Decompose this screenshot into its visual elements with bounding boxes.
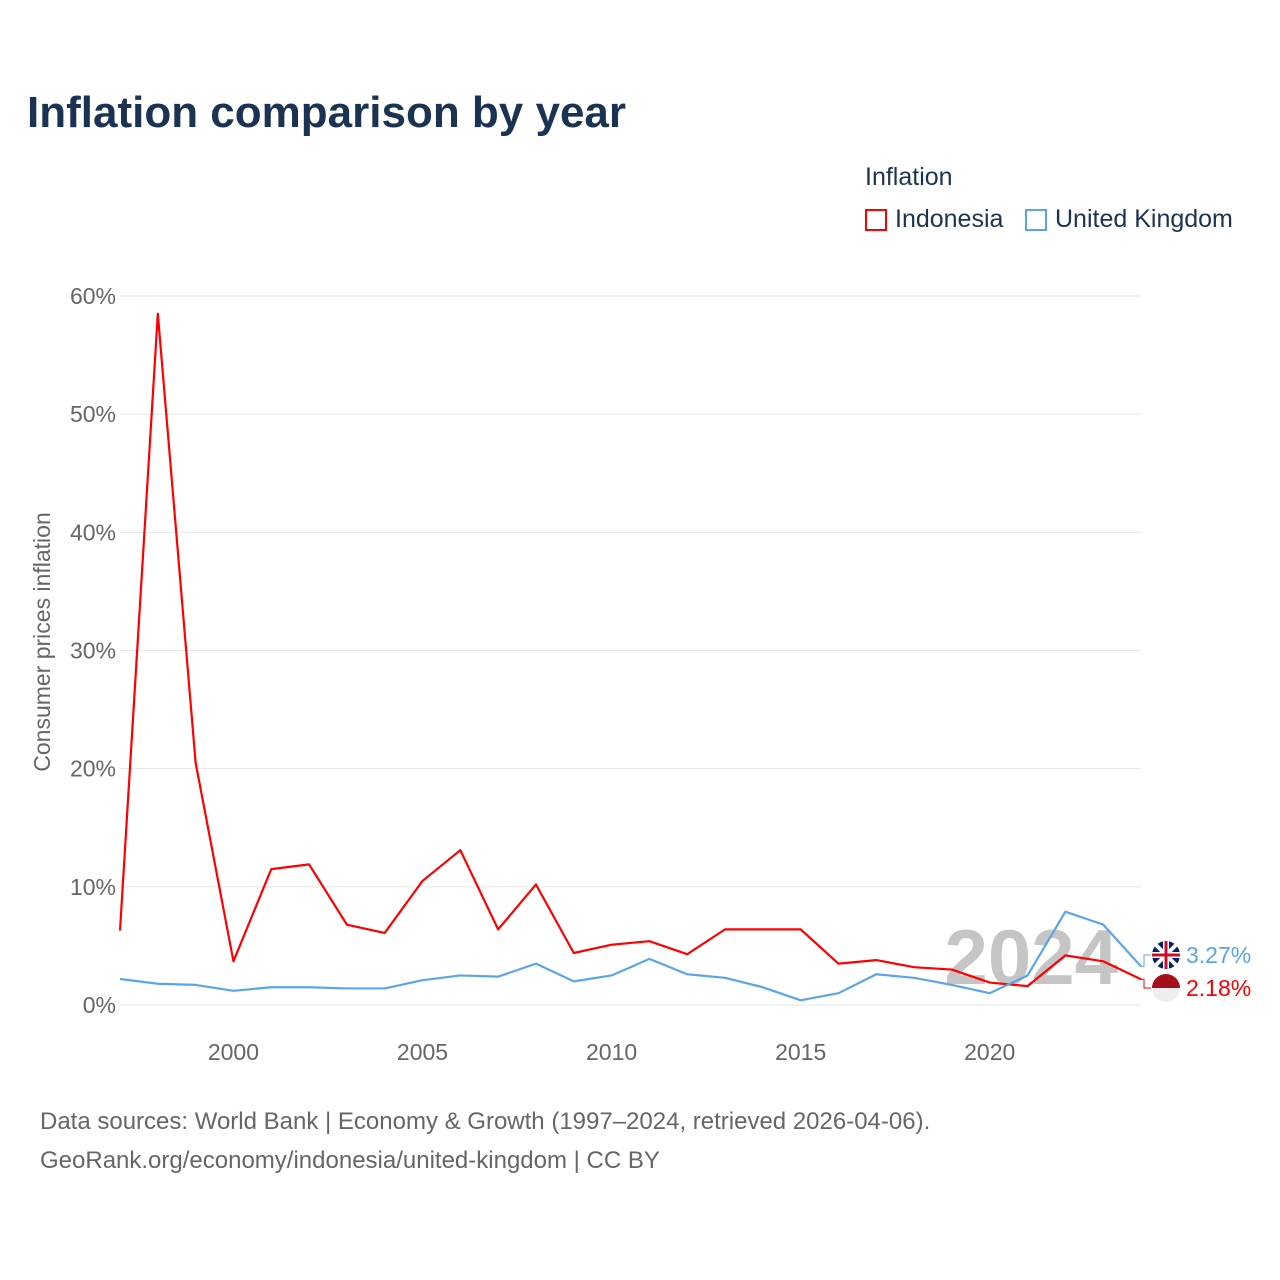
y-tick-label: 40% [70,519,116,545]
x-tick-label: 2010 [586,1039,637,1065]
end-value-label: 3.27% [1186,942,1251,968]
source-link[interactable]: GeoRank.org/economy/indonesia/united-kin… [40,1147,660,1174]
data-point[interactable] [382,985,388,991]
data-point[interactable] [873,971,879,977]
data-point[interactable] [835,990,841,996]
data-point[interactable] [193,982,199,988]
data-point[interactable] [1062,952,1068,958]
data-point[interactable] [344,922,350,928]
data-point[interactable] [495,926,501,932]
data-point[interactable] [722,926,728,932]
data-point[interactable] [949,967,955,973]
data-point[interactable] [949,982,955,988]
data-point[interactable] [533,961,539,967]
series-line-united-kingdom [119,910,1142,1002]
data-point[interactable] [344,985,350,991]
end-label-connector [1141,954,1151,967]
data-point[interactable] [1025,983,1031,989]
data-point[interactable] [684,951,690,957]
data-point[interactable] [760,926,766,932]
data-point[interactable] [609,942,615,948]
data-point[interactable] [911,964,917,970]
series-line-indonesia [118,312,1142,988]
data-point[interactable] [798,997,804,1003]
data-point[interactable] [987,980,993,986]
data-point[interactable] [571,950,577,956]
data-point[interactable] [987,990,993,996]
chart-title: Inflation comparison by year [27,88,627,137]
data-point[interactable] [646,938,652,944]
data-point[interactable] [382,930,388,936]
data-point[interactable] [798,926,804,932]
data-point[interactable] [117,928,123,934]
legend-swatch [865,208,887,231]
legend-item-uk[interactable]: United Kingdom [1025,205,1233,234]
indonesia-flag-red [1152,974,1180,988]
data-point[interactable] [609,972,615,978]
data-point[interactable] [306,984,312,990]
data-point[interactable] [1025,972,1031,978]
data-point[interactable] [155,981,161,987]
data-point[interactable] [533,881,539,887]
data-point[interactable] [646,956,652,962]
x-tick-label: 2000 [208,1039,259,1065]
year-watermark: 2024 [944,913,1118,1001]
data-point[interactable] [420,977,426,983]
data-point[interactable] [1062,909,1068,915]
data-point[interactable] [722,975,728,981]
data-point[interactable] [684,971,690,977]
data-point[interactable] [873,957,879,963]
legend-item-indonesia[interactable]: Indonesia [865,205,1003,234]
data-point[interactable] [1100,958,1106,964]
legend-label: United Kingdom [1055,205,1233,233]
data-point[interactable] [268,866,274,872]
legend-title: Inflation [865,163,953,191]
data-point[interactable] [760,984,766,990]
data-point[interactable] [420,878,426,884]
data-point[interactable] [230,988,236,994]
data-point[interactable] [457,972,463,978]
y-tick-label: 30% [70,638,116,664]
data-point[interactable] [571,978,577,984]
y-axis-label: Consumer prices inflation [29,512,55,772]
y-tick-label: 60% [70,283,116,309]
data-point[interactable] [117,976,123,982]
data-point[interactable] [268,984,274,990]
x-tick-label: 2020 [964,1039,1015,1065]
y-tick-label: 50% [70,401,116,427]
y-tick-label: 20% [70,756,116,782]
data-point[interactable] [1100,922,1106,928]
data-point[interactable] [495,974,501,980]
legend-swatch [1025,208,1047,231]
end-value-label: 2.18% [1186,975,1251,1001]
data-point[interactable] [155,311,161,317]
x-tick-label: 2005 [397,1039,448,1065]
end-label-connector [1141,978,1151,989]
data-point[interactable] [193,760,199,766]
data-point[interactable] [911,975,917,981]
data-point[interactable] [835,961,841,967]
y-tick-label: 0% [83,992,116,1018]
data-point[interactable] [230,958,236,964]
data-point[interactable] [457,847,463,853]
y-tick-label: 10% [70,874,116,900]
legend-label: Indonesia [895,205,1004,233]
uk-flag-cross [1152,941,1180,969]
data-point[interactable] [306,861,312,867]
x-tick-label: 2015 [775,1039,826,1065]
source-line: Data sources: World Bank | Economy & Gro… [40,1108,931,1135]
